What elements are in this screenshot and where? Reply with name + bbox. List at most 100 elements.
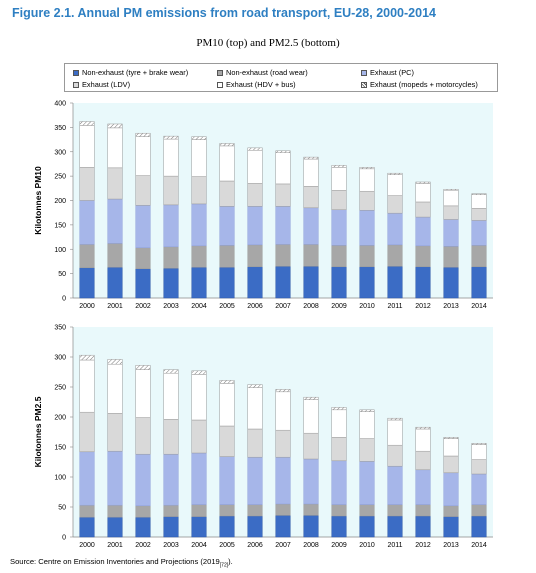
bar-segment-nonexhaust_tyre: [387, 266, 403, 299]
x-tick-label: 2000: [79, 303, 95, 310]
chart-legend: Non-exhaust (tyre + brake wear) Non-exha…: [64, 63, 498, 92]
source-note: Source: Centre on Emission Inventories a…: [10, 557, 233, 569]
bar-segment-exhaust_moped: [415, 426, 431, 430]
bar-segment-exhaust_hdv: [135, 136, 151, 176]
bar-segment-exhaust_pc: [275, 206, 291, 245]
bar-segment-exhaust_moped: [135, 132, 151, 137]
y-tick-label: 150: [54, 445, 66, 452]
legend-swatch-nonexhaust-road: [217, 69, 223, 76]
bar-segment-exhaust_hdv: [331, 409, 347, 438]
bar-segment-exhaust_hdv: [191, 139, 207, 177]
bar-segment-nonexhaust_tyre: [275, 515, 291, 538]
bar-segment-exhaust_moped: [219, 143, 235, 147]
y-tick-label: 100: [54, 475, 66, 482]
bar-segment-nonexhaust_road: [107, 504, 123, 518]
bar-segment-nonexhaust_road: [415, 245, 431, 268]
bar-segment-exhaust_hdv: [275, 391, 291, 431]
bar-segment-nonexhaust_tyre: [219, 515, 235, 538]
bar-segment-exhaust_hdv: [219, 145, 235, 182]
legend-item-exhaust-hdv: Exhaust (HDV + bus): [217, 80, 296, 89]
bar-segment-nonexhaust_road: [331, 504, 347, 517]
x-tick-label: 2002: [135, 303, 151, 310]
bar-segment-exhaust_ldv: [443, 205, 459, 220]
x-tick-label: 2005: [219, 542, 235, 549]
bar-segment-exhaust_moped: [443, 189, 459, 191]
y-tick-label: 400: [54, 101, 66, 108]
bar-segment-exhaust_moped: [107, 123, 123, 129]
source-end: ).: [228, 557, 233, 566]
bar-segment-nonexhaust_road: [135, 505, 151, 518]
bar-segment-exhaust_moped: [79, 354, 95, 361]
bar-segment-exhaust_pc: [191, 452, 207, 505]
bar-segment-exhaust_hdv: [219, 383, 235, 427]
x-tick-label: 2010: [359, 542, 375, 549]
bar-segment-exhaust_pc: [443, 472, 459, 507]
bar-segment-exhaust_moped: [387, 172, 403, 175]
bar-segment-nonexhaust_tyre: [359, 266, 375, 299]
bar-segment-nonexhaust_road: [79, 504, 95, 518]
bar-segment-exhaust_moped: [471, 193, 487, 195]
bar-segment-nonexhaust_tyre: [135, 268, 151, 299]
bar-segment-exhaust_hdv: [191, 374, 207, 421]
x-tick-label: 2002: [135, 542, 151, 549]
bar-segment-exhaust_ldv: [359, 190, 375, 211]
bar-segment-exhaust_moped: [331, 165, 347, 168]
bar-segment-exhaust_moped: [415, 181, 431, 184]
x-tick-label: 2013: [443, 542, 459, 549]
bar-segment-exhaust_pc: [415, 216, 431, 247]
legend-item-nonexhaust-tyre: Non-exhaust (tyre + brake wear): [73, 68, 188, 77]
bar-segment-exhaust_hdv: [107, 363, 123, 414]
bar-segment-exhaust_ldv: [79, 167, 95, 201]
bar-segment-nonexhaust_tyre: [443, 516, 459, 538]
bar-segment-exhaust_ldv: [219, 425, 235, 457]
y-tick-label: 0: [62, 535, 66, 542]
bar-segment-exhaust_pc: [191, 203, 207, 247]
y-tick-label: 350: [54, 325, 66, 332]
x-tick-label: 2006: [247, 303, 263, 310]
bar-segment-exhaust_pc: [415, 469, 431, 505]
bar-segment-exhaust_pc: [359, 210, 375, 246]
x-tick-label: 2001: [107, 542, 123, 549]
legend-item-exhaust-moped: Exhaust (mopeds + motorcycles): [361, 80, 478, 89]
x-tick-label: 2007: [275, 303, 291, 310]
y-tick-label: 150: [54, 222, 66, 229]
chart-panel-pm25: 0 50 100 150 200 250 300 350 Kilotonnes PM2.5 200…: [33, 325, 493, 549]
bar-segment-nonexhaust_tyre: [79, 267, 95, 299]
bar-segment-exhaust_hdv: [247, 387, 263, 430]
y-tick-label: 350: [54, 125, 66, 132]
bar-segment-exhaust_moped: [331, 407, 347, 411]
bar-segment-exhaust_hdv: [471, 444, 487, 460]
bar-segment-nonexhaust_tyre: [331, 266, 347, 299]
bar-segment-exhaust_hdv: [275, 152, 291, 185]
bar-segment-exhaust_hdv: [387, 419, 403, 446]
bar-segment-exhaust_pc: [219, 206, 235, 246]
x-tick-label: 2003: [163, 303, 179, 310]
legend-label: Non-exhaust (tyre + brake wear): [82, 68, 189, 77]
bar-segment-exhaust_moped: [275, 389, 291, 393]
bar-segment-exhaust_hdv: [443, 438, 459, 457]
bar-segment-exhaust_ldv: [359, 438, 375, 462]
bar-segment-nonexhaust_tyre: [163, 268, 179, 299]
x-tick-label: 2009: [331, 542, 347, 549]
legend-swatch-exhaust-moped: [361, 81, 367, 88]
bar-segment-exhaust_ldv: [191, 419, 207, 454]
x-tick-label: 2010: [359, 303, 375, 310]
bar-segment-nonexhaust_road: [359, 245, 375, 268]
bar-segment-exhaust_pc: [443, 219, 459, 247]
bar-segment-exhaust_pc: [107, 450, 123, 506]
bar-segment-exhaust_moped: [387, 417, 403, 421]
bar-segment-nonexhaust_road: [303, 244, 319, 267]
bar-segment-nonexhaust_tyre: [107, 267, 123, 299]
bar-segment-exhaust_ldv: [443, 455, 459, 474]
x-tick-label: 2004: [191, 542, 207, 549]
bar-segment-exhaust_ldv: [135, 417, 151, 455]
x-tick-label: 2012: [415, 303, 431, 310]
bar-segment-exhaust_moped: [247, 147, 263, 151]
bar-segment-nonexhaust_road: [275, 244, 291, 267]
x-tick-label: 2003: [163, 542, 179, 549]
bar-segment-exhaust_ldv: [163, 419, 179, 455]
bar-segment-exhaust_moped: [135, 365, 151, 370]
source-text: Source: Centre on Emission Inventories a…: [10, 557, 220, 566]
bar-segment-nonexhaust_tyre: [191, 267, 207, 299]
